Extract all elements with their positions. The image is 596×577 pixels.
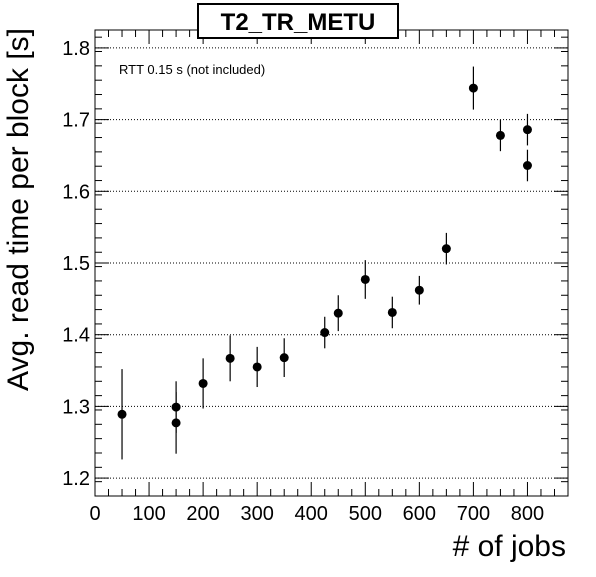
y-tick-label: 1.4 [62,325,90,347]
x-tick-label: 600 [403,503,436,525]
x-tick-label: 0 [89,503,100,525]
data-point [117,409,127,419]
data-point [360,274,370,284]
x-axis-label: # of jobs [453,530,566,563]
data-point [171,418,181,428]
data-point [333,308,343,318]
y-tick-label: 1.5 [62,253,90,275]
data-point [495,130,505,140]
x-tick-label: 400 [295,503,328,525]
data-point [414,285,424,295]
data-point [198,378,208,388]
x-tick-label: 100 [132,503,165,525]
rtt-annotation: RTT 0.15 s (not included) [119,62,265,77]
y-axis-label: Avg. read time per block [s] [2,28,35,391]
data-point [252,362,262,372]
y-tick-label: 1.7 [62,110,90,132]
data-point [441,244,451,254]
y-tick-label: 1.6 [62,181,90,203]
data-point [522,125,532,135]
data-point [225,353,235,363]
data-point [279,353,289,363]
tick-layer: 1.2 1.3 1.4 1.5 1.6 1.7 1.8 0 100 200 300 400 500 600… [62,30,569,525]
point-layer [117,66,532,460]
x-tick-label: 700 [457,503,490,525]
y-tick-label: 1.8 [62,38,90,60]
y-tick-label: 1.3 [62,396,90,418]
title-box [197,3,399,39]
data-point [387,307,397,317]
x-tick-label: 800 [511,503,544,525]
chart-title: T2_TR_METU [221,9,376,36]
grid-layer [95,47,568,479]
data-point [320,328,330,338]
x-tick-label: 200 [186,503,219,525]
x-tick-label: 500 [349,503,382,525]
y-tick-label: 1.2 [62,468,90,490]
data-point [468,83,478,93]
data-point [522,160,532,170]
x-tick-label: 300 [240,503,273,525]
